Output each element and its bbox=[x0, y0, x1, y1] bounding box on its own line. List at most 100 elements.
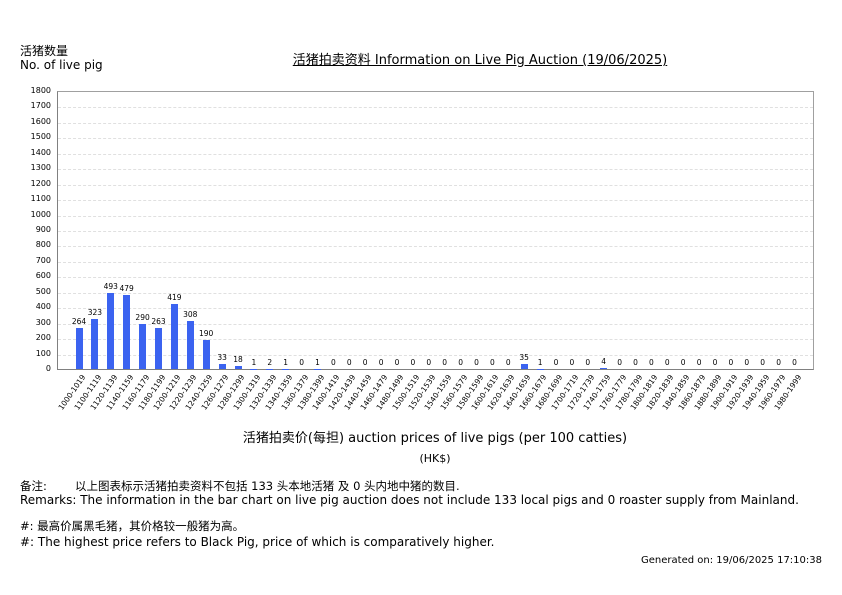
bar-value-label: 479 bbox=[119, 284, 134, 294]
bar-value-label: 0 bbox=[426, 358, 432, 367]
bar-value-label: 190 bbox=[199, 328, 214, 338]
bar-value-label: 0 bbox=[633, 358, 638, 367]
bar-value-label: 0 bbox=[696, 358, 702, 367]
y-tick-label: 400 bbox=[35, 302, 51, 312]
gridline bbox=[58, 261, 813, 263]
bar-value-label: 1 bbox=[537, 357, 543, 367]
gridline bbox=[58, 308, 813, 310]
bar-value-label: 0 bbox=[442, 358, 448, 367]
y-tick-label: 0 bbox=[45, 364, 51, 373]
y-tick-label: 1500 bbox=[30, 132, 51, 142]
bar-value-label: 0 bbox=[728, 358, 734, 367]
bar-value-label: 0 bbox=[792, 358, 797, 367]
bar bbox=[186, 321, 194, 369]
bar bbox=[218, 363, 226, 369]
note-cn: #: 最高价属黑毛猪，其价格较一般猪为高。 bbox=[20, 519, 245, 533]
bar bbox=[107, 292, 115, 369]
y-axis-label-cn: 活猪数量 bbox=[20, 44, 69, 58]
gridline bbox=[58, 292, 813, 294]
bar-value-label: 0 bbox=[664, 358, 670, 367]
bar bbox=[234, 366, 242, 369]
note-en: #: The highest price refers to Black Pig… bbox=[20, 535, 495, 549]
bar-value-label: 1 bbox=[251, 357, 257, 367]
y-tick-label: 300 bbox=[35, 317, 51, 327]
y-tick-label: 800 bbox=[35, 240, 51, 250]
bar-value-label: 290 bbox=[135, 313, 150, 323]
generated-timestamp: Generated on: 19/06/2025 17:10:38 bbox=[641, 555, 822, 566]
bar-value-label: 0 bbox=[490, 358, 495, 367]
remarks-en: Remarks: The information in the bar char… bbox=[20, 493, 799, 507]
bar-value-label: 0 bbox=[331, 358, 336, 367]
x-axis-title: 活猪拍卖价(每担) auction prices of live pigs (p… bbox=[242, 431, 628, 446]
bar-value-label: 1 bbox=[283, 357, 289, 367]
y-tick-label: 1700 bbox=[30, 101, 51, 111]
gridline bbox=[58, 153, 813, 155]
y-axis-label-en: No. of live pig bbox=[20, 58, 103, 72]
bar-value-label: 0 bbox=[299, 358, 304, 367]
bar-value-label: 0 bbox=[569, 358, 575, 367]
gridline bbox=[58, 215, 813, 217]
bar bbox=[600, 368, 608, 369]
gridline bbox=[58, 354, 813, 356]
gridline bbox=[58, 107, 813, 109]
bar-value-label: 18 bbox=[233, 355, 243, 365]
bar-value-label: 2 bbox=[267, 357, 273, 367]
bar-value-label: 264 bbox=[71, 317, 87, 327]
bar bbox=[170, 304, 178, 369]
bar bbox=[520, 363, 528, 369]
bar-value-label: 0 bbox=[760, 358, 766, 367]
x-axis-unit: (HK$) bbox=[419, 452, 451, 465]
remarks-cn-text: 以上图表标示活猪拍卖资料不包括 133 头本地活猪 及 0 头内地中猪的数目. bbox=[75, 479, 460, 493]
bar-value-label: 1 bbox=[315, 357, 320, 367]
bar bbox=[202, 339, 210, 369]
bar-value-label: 0 bbox=[776, 358, 781, 367]
chart-title: 活猪拍卖资料 Information on Live Pig Auction (… bbox=[292, 53, 668, 68]
bar-value-label: 0 bbox=[505, 358, 511, 367]
y-tick-label: 1600 bbox=[30, 116, 51, 126]
bar bbox=[139, 324, 147, 369]
gridline bbox=[58, 200, 813, 202]
gridline bbox=[58, 138, 813, 140]
gridline bbox=[58, 122, 813, 124]
bar-value-label: 0 bbox=[346, 358, 352, 367]
bar-value-label: 0 bbox=[474, 358, 479, 367]
gridline bbox=[58, 184, 813, 186]
y-tick-label: 200 bbox=[35, 333, 51, 343]
bar-value-label: 0 bbox=[362, 358, 368, 367]
y-tick-label: 100 bbox=[35, 348, 51, 358]
bar bbox=[75, 328, 83, 369]
gridline bbox=[58, 246, 813, 248]
remarks-cn-label: 备注: bbox=[20, 479, 47, 493]
y-tick-label: 1200 bbox=[30, 178, 51, 188]
bar-value-label: 419 bbox=[167, 293, 182, 303]
bar-value-label: 0 bbox=[410, 358, 416, 367]
gridline bbox=[58, 339, 813, 341]
bar-value-label: 0 bbox=[585, 358, 591, 367]
y-tick-label: 1400 bbox=[30, 147, 51, 157]
gridline bbox=[58, 169, 813, 171]
bar-value-label: 308 bbox=[183, 310, 198, 320]
y-tick-label: 600 bbox=[35, 271, 51, 281]
y-tick-label: 1300 bbox=[30, 163, 51, 173]
gridline bbox=[58, 323, 813, 325]
bar-value-label: 0 bbox=[378, 358, 384, 367]
bar-value-label: 0 bbox=[458, 358, 463, 367]
bar bbox=[155, 328, 162, 369]
y-tick-label: 700 bbox=[35, 255, 51, 265]
bar-value-label: 0 bbox=[553, 358, 559, 367]
y-tick-label: 1800 bbox=[30, 86, 51, 95]
plot-area: 264 323 493 479 290 263 419 308 190 33 18 1 2 1 0 1 0 0 0 0… bbox=[57, 91, 814, 370]
y-tick-label: 900 bbox=[35, 225, 51, 234]
gridline bbox=[58, 277, 813, 279]
bar-value-label: 0 bbox=[617, 358, 622, 367]
y-tick-label: 500 bbox=[35, 286, 51, 296]
bar-value-label: 0 bbox=[744, 358, 750, 367]
remarks-cn: 备注: 以上图表标示活猪拍卖资料不包括 133 头本地活猪 及 0 头内地中猪的数… bbox=[20, 478, 460, 494]
bar-value-label: 0 bbox=[680, 358, 686, 367]
bar-value-label: 35 bbox=[519, 352, 529, 362]
y-tick-label: 1000 bbox=[30, 209, 51, 219]
bar-value-label: 493 bbox=[103, 281, 118, 291]
bar-value-label: 263 bbox=[151, 317, 166, 327]
bar bbox=[91, 319, 99, 369]
gridline bbox=[58, 231, 813, 232]
